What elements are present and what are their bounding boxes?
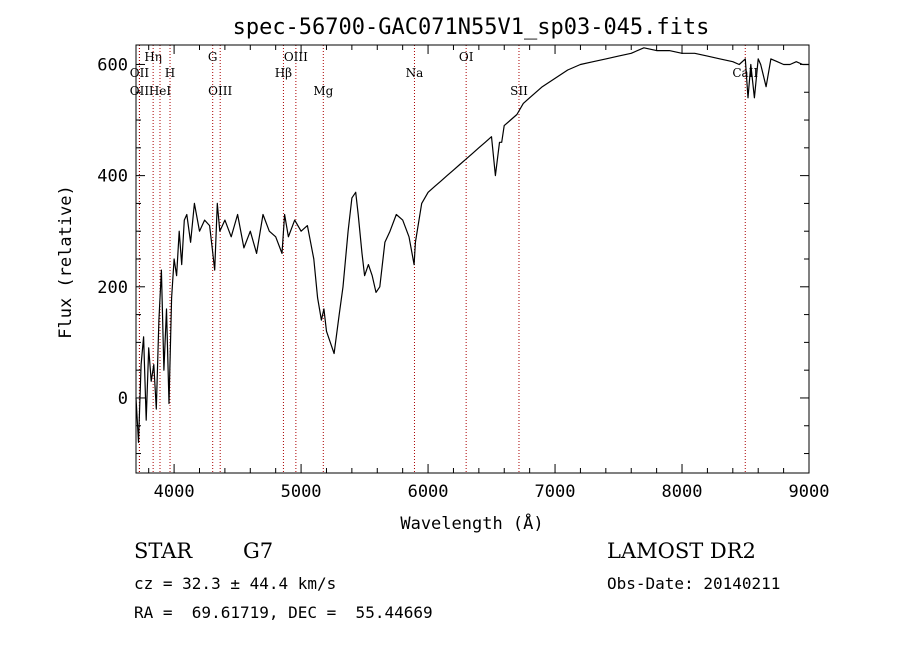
marker-label-9: Mg — [313, 84, 333, 98]
y-axis-label: Flux (relative) — [56, 185, 76, 339]
marker-label-4: H — [165, 66, 175, 80]
y-tick-label: 200 — [97, 278, 128, 298]
marker-label-3: HeI — [149, 84, 172, 98]
marker-label-2: Hη — [144, 50, 162, 64]
x-tick-label: 6000 — [408, 482, 449, 502]
marker-label-11: OI — [459, 50, 474, 64]
y-tick-label: 600 — [97, 55, 128, 75]
x-tick-label: 5000 — [281, 482, 322, 502]
spectrum-series — [135, 47, 809, 443]
observation-date: Obs-Date: 20140211 — [607, 574, 781, 593]
x-axis-label: Wavelength (Å) — [400, 512, 543, 534]
marker-label-12: SII — [510, 84, 528, 98]
marker-label-5: G — [208, 50, 218, 64]
y-axis: 0 200 400 600 — [97, 55, 809, 455]
marker-label-10: Na — [406, 66, 424, 80]
y-tick-label: 0 — [118, 389, 128, 409]
x-tick-label: 8000 — [662, 482, 703, 502]
marker-label-7: Hβ — [275, 66, 292, 80]
object-class: STAR — [134, 539, 193, 563]
x-axis: 4000 5000 6000 7000 8000 9000 — [148, 45, 830, 502]
coordinates-info: RA = 69.61719, DEC = 55.44669 — [134, 603, 433, 622]
x-tick-label: 4000 — [154, 482, 195, 502]
plot-frame — [135, 44, 810, 474]
marker-label-8: OIII — [284, 50, 308, 64]
survey-name: LAMOST DR2 — [607, 539, 756, 563]
y-tick-label: 400 — [97, 167, 128, 187]
x-tick-label: 9000 — [789, 482, 830, 502]
spectrum-line-0 — [135, 47, 809, 443]
marker-label-6: OIII — [208, 84, 232, 98]
marker-label-1: OII — [130, 84, 150, 98]
chart-title: spec-56700-GAC071N55V1_sp03-045.fits — [233, 15, 710, 40]
x-tick-label: 7000 — [535, 482, 576, 502]
redshift-info: cz = 32.3 ± 44.4 km/s — [134, 574, 337, 593]
object-subclass: G7 — [243, 539, 274, 563]
